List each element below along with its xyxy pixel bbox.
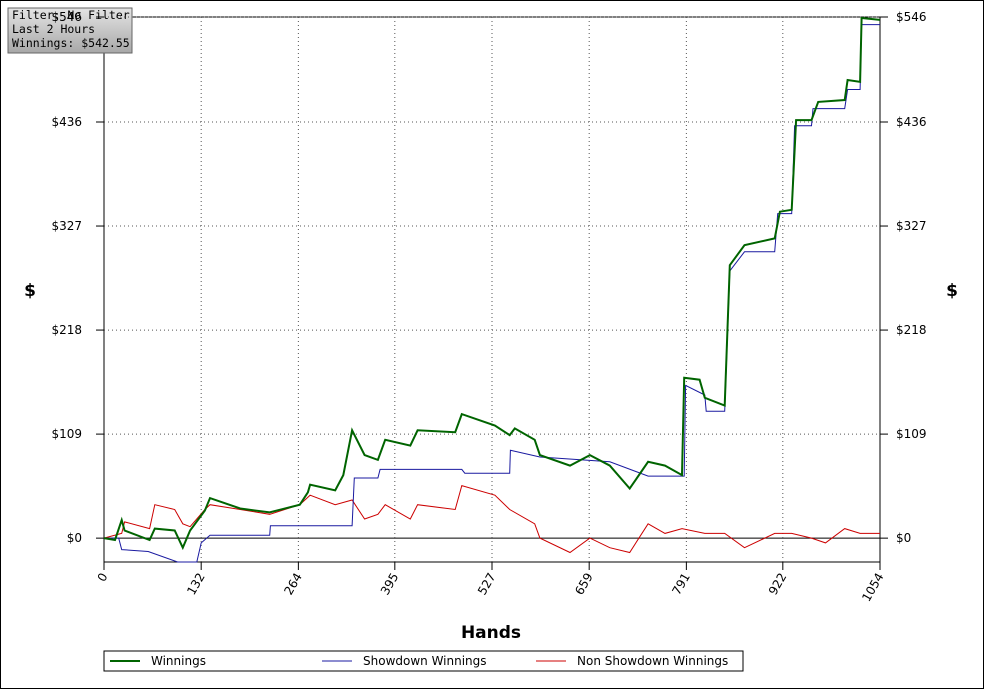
series-line — [103, 16, 881, 551]
info-box: Filter: No Filter Last 2 Hours Winnings:… — [7, 7, 133, 54]
y2-tick-label: $218 — [896, 323, 927, 337]
info-line: Winnings: $542.55 — [12, 36, 130, 50]
y2-tick-label: $546 — [896, 10, 927, 24]
y2-tick-label: $436 — [896, 115, 927, 129]
legend — [103, 650, 744, 672]
y-tick-label: $218 — [51, 323, 82, 337]
y2-tick-label: $327 — [896, 219, 927, 233]
y-axis-label: $ — [24, 281, 36, 301]
x-axis-label: Hands — [461, 623, 521, 643]
legend-label: Showdown Winnings — [363, 654, 487, 668]
y-tick-label: $0 — [67, 531, 82, 545]
y-tick-label: $546 — [51, 10, 82, 24]
y-tick-label: $436 — [51, 115, 82, 129]
y-tick-label: $327 — [51, 219, 82, 233]
series-line — [103, 484, 880, 554]
y-tick-label: $109 — [51, 427, 82, 441]
y2-tick-label: $0 — [896, 531, 911, 545]
info-box-bg — [7, 7, 133, 54]
info-line: Last 2 Hours — [12, 22, 95, 36]
series-line — [104, 24, 880, 563]
y2-tick-label: $109 — [896, 427, 927, 441]
legend-label: Winnings — [151, 654, 206, 668]
legend-label: Non Showdown Winnings — [577, 654, 728, 668]
y2-axis-label: $ — [946, 281, 958, 301]
info-line: Filter: No Filter — [12, 8, 130, 22]
